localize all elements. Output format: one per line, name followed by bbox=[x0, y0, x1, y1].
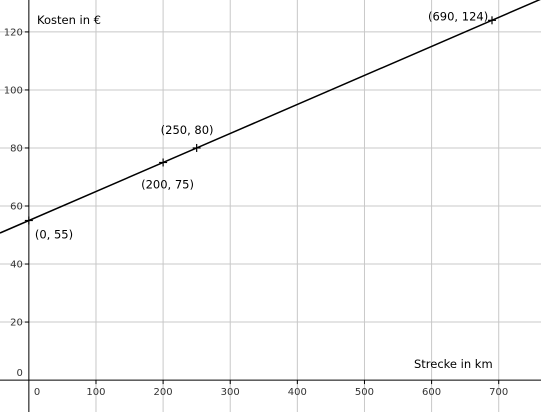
point-label: (0, 55) bbox=[35, 228, 73, 242]
y-tick-label: 120 bbox=[4, 27, 23, 38]
point-label: (690, 124) bbox=[428, 9, 488, 23]
y-tick-label: 20 bbox=[10, 318, 23, 329]
point-label: (200, 75) bbox=[141, 177, 194, 191]
x-axis-label: Strecke in km bbox=[414, 357, 493, 371]
y-axis-label: Kosten in € bbox=[37, 13, 101, 27]
point-label: (250, 80) bbox=[161, 123, 214, 137]
tick-labels: 0 100 200 300 400 500 600 700 0 20 40 60 80 100 120 bbox=[4, 27, 508, 398]
x-tick-label: 300 bbox=[221, 387, 240, 398]
x-tick-label: 700 bbox=[489, 387, 508, 398]
y-tick-label: 60 bbox=[10, 202, 23, 213]
x-tick-label: 100 bbox=[86, 387, 105, 398]
cost-line bbox=[0, 0, 541, 234]
series-layer bbox=[0, 0, 541, 234]
x-tick-label: 400 bbox=[288, 387, 307, 398]
y-tick-label: 0 bbox=[16, 368, 22, 379]
x-tick-label: 0 bbox=[34, 387, 40, 398]
x-tick-label: 500 bbox=[355, 387, 374, 398]
point-labels: (0, 55) (200, 75) (250, 80) (690, 124) bbox=[35, 9, 488, 241]
x-tick-label: 200 bbox=[154, 387, 173, 398]
y-tick-label: 40 bbox=[10, 260, 23, 271]
point-markers bbox=[24, 16, 497, 225]
y-tick-label: 100 bbox=[4, 85, 23, 96]
y-tick-label: 80 bbox=[10, 143, 23, 154]
x-tick-label: 600 bbox=[422, 387, 441, 398]
